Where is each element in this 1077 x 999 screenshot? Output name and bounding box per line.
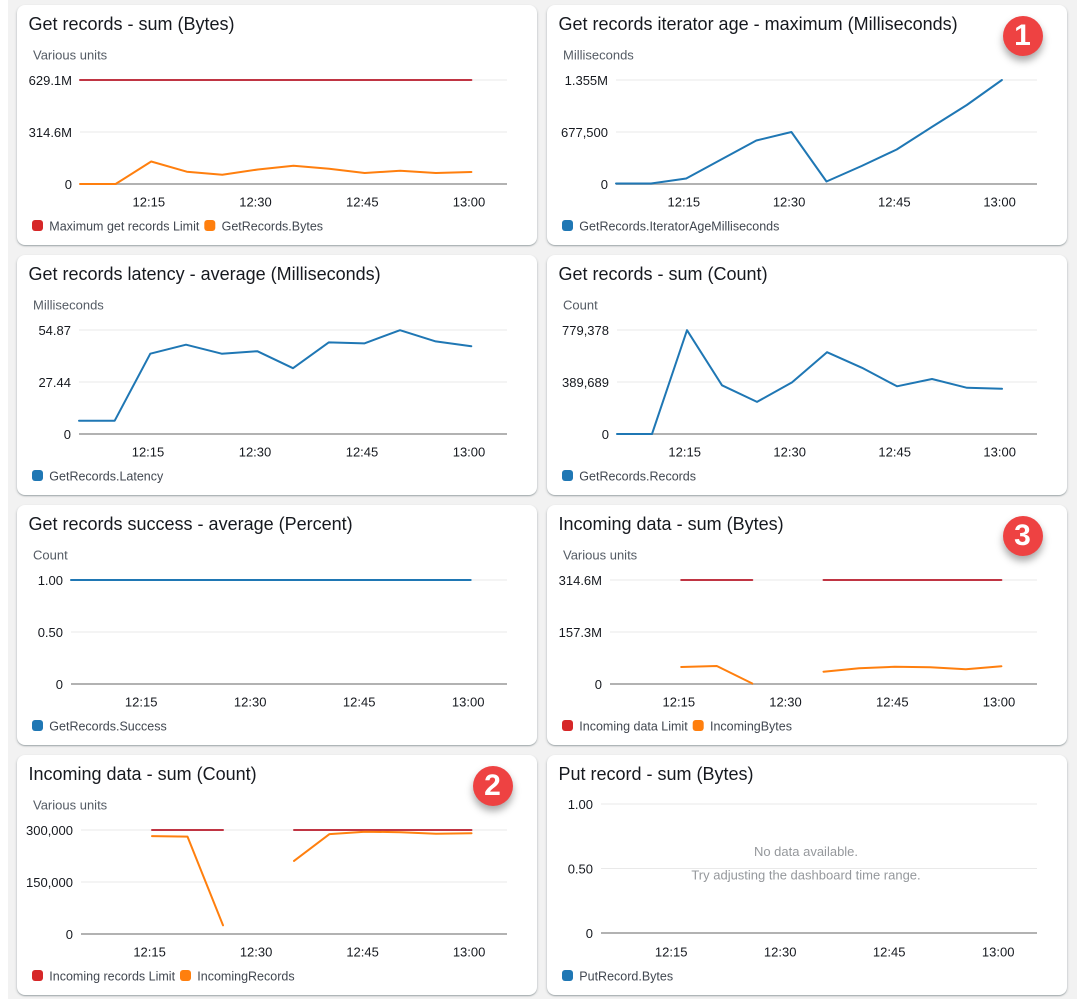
svg-text:Milliseconds: Milliseconds [563, 48, 634, 63]
svg-text:12:30: 12:30 [240, 945, 273, 960]
svg-text:0: 0 [602, 427, 609, 442]
svg-text:54.87: 54.87 [38, 323, 71, 338]
svg-text:13:00: 13:00 [982, 945, 1015, 960]
svg-text:13:00: 13:00 [453, 195, 486, 210]
svg-text:GetRecords.Latency: GetRecords.Latency [49, 470, 164, 484]
svg-text:12:45: 12:45 [878, 195, 911, 210]
svg-text:0: 0 [595, 677, 602, 692]
svg-text:12:15: 12:15 [655, 945, 688, 960]
svg-text:1.00: 1.00 [38, 573, 63, 588]
svg-text:12:15: 12:15 [663, 695, 696, 710]
svg-text:0.50: 0.50 [38, 625, 63, 640]
svg-text:12:30: 12:30 [773, 195, 806, 210]
svg-text:Try adjusting the dashboard ti: Try adjusting the dashboard time range. [691, 868, 920, 883]
svg-text:779,378: 779,378 [562, 323, 609, 338]
svg-text:Incoming data Limit: Incoming data Limit [579, 720, 688, 734]
svg-text:12:45: 12:45 [346, 445, 379, 460]
svg-text:12:15: 12:15 [133, 195, 166, 210]
svg-text:12:45: 12:45 [346, 945, 379, 960]
svg-text:27.44: 27.44 [38, 375, 71, 390]
svg-text:12:15: 12:15 [668, 445, 701, 460]
svg-text:Milliseconds: Milliseconds [33, 298, 104, 313]
svg-text:Incoming records Limit: Incoming records Limit [49, 970, 175, 984]
svg-text:629.1M: 629.1M [29, 73, 72, 88]
svg-text:13:00: 13:00 [453, 945, 486, 960]
svg-text:677,500: 677,500 [561, 125, 608, 140]
svg-text:1.00: 1.00 [568, 797, 593, 812]
svg-text:GetRecords.IteratorAgeMillisec: GetRecords.IteratorAgeMilliseconds [579, 220, 779, 234]
svg-text:12:30: 12:30 [773, 445, 806, 460]
svg-text:12:45: 12:45 [346, 195, 379, 210]
svg-text:0: 0 [56, 677, 63, 692]
svg-text:12:30: 12:30 [764, 945, 797, 960]
svg-text:Put record - sum (Bytes): Put record - sum (Bytes) [559, 764, 754, 784]
svg-text:PutRecord.Bytes: PutRecord.Bytes [579, 970, 673, 984]
svg-text:0: 0 [586, 926, 593, 941]
svg-text:12:45: 12:45 [343, 695, 376, 710]
svg-text:GetRecords.Bytes: GetRecords.Bytes [222, 220, 323, 234]
svg-text:12:30: 12:30 [239, 195, 272, 210]
svg-text:Various units: Various units [33, 48, 108, 63]
svg-text:Get records success - average: Get records success - average (Percent) [29, 514, 353, 534]
svg-text:12:45: 12:45 [876, 695, 909, 710]
svg-text:314.6M: 314.6M [29, 125, 72, 140]
svg-text:Various units: Various units [563, 548, 638, 563]
svg-text:No data available.: No data available. [754, 844, 858, 859]
svg-text:Count: Count [33, 548, 68, 563]
svg-text:0.50: 0.50 [568, 862, 593, 877]
svg-text:314.6M: 314.6M [559, 573, 602, 588]
svg-text:300,000: 300,000 [26, 823, 73, 838]
svg-text:Various units: Various units [33, 798, 108, 813]
svg-text:12:15: 12:15 [132, 445, 165, 460]
svg-text:Maximum get records Limit: Maximum get records Limit [49, 220, 200, 234]
svg-text:12:30: 12:30 [234, 695, 267, 710]
svg-text:12:15: 12:15 [668, 195, 701, 210]
svg-text:0: 0 [66, 927, 73, 942]
svg-text:12:45: 12:45 [873, 945, 906, 960]
svg-text:Get records - sum (Count): Get records - sum (Count) [559, 264, 768, 284]
svg-text:1.355M: 1.355M [565, 73, 608, 88]
svg-text:0: 0 [65, 177, 72, 192]
svg-text:0: 0 [601, 177, 608, 192]
svg-text:157.3M: 157.3M [559, 625, 602, 640]
svg-text:Get records - sum (Bytes): Get records - sum (Bytes) [29, 14, 235, 34]
svg-text:12:45: 12:45 [878, 445, 911, 460]
svg-text:0: 0 [64, 427, 71, 442]
svg-text:150,000: 150,000 [26, 875, 73, 890]
svg-text:GetRecords.Success: GetRecords.Success [49, 720, 166, 734]
svg-text:13:00: 13:00 [983, 695, 1016, 710]
svg-text:Incoming data - sum (Count): Incoming data - sum (Count) [29, 764, 257, 784]
svg-text:13:00: 13:00 [452, 695, 485, 710]
svg-text:12:15: 12:15 [133, 945, 166, 960]
svg-text:Count: Count [563, 298, 598, 313]
svg-text:13:00: 13:00 [983, 445, 1016, 460]
svg-text:389,689: 389,689 [562, 375, 609, 390]
svg-text:Get records latency - average: Get records latency - average (Milliseco… [29, 264, 381, 284]
svg-text:12:30: 12:30 [769, 695, 802, 710]
svg-text:Incoming data - sum (Bytes): Incoming data - sum (Bytes) [559, 514, 784, 534]
svg-text:13:00: 13:00 [983, 195, 1016, 210]
svg-text:GetRecords.Records: GetRecords.Records [579, 470, 696, 484]
svg-text:Get records iterator age - max: Get records iterator age - maximum (Mill… [559, 14, 958, 34]
svg-text:IncomingBytes: IncomingBytes [710, 720, 792, 734]
svg-text:12:30: 12:30 [239, 445, 272, 460]
svg-text:13:00: 13:00 [453, 445, 486, 460]
svg-text:12:15: 12:15 [125, 695, 158, 710]
svg-text:IncomingRecords: IncomingRecords [197, 970, 294, 984]
